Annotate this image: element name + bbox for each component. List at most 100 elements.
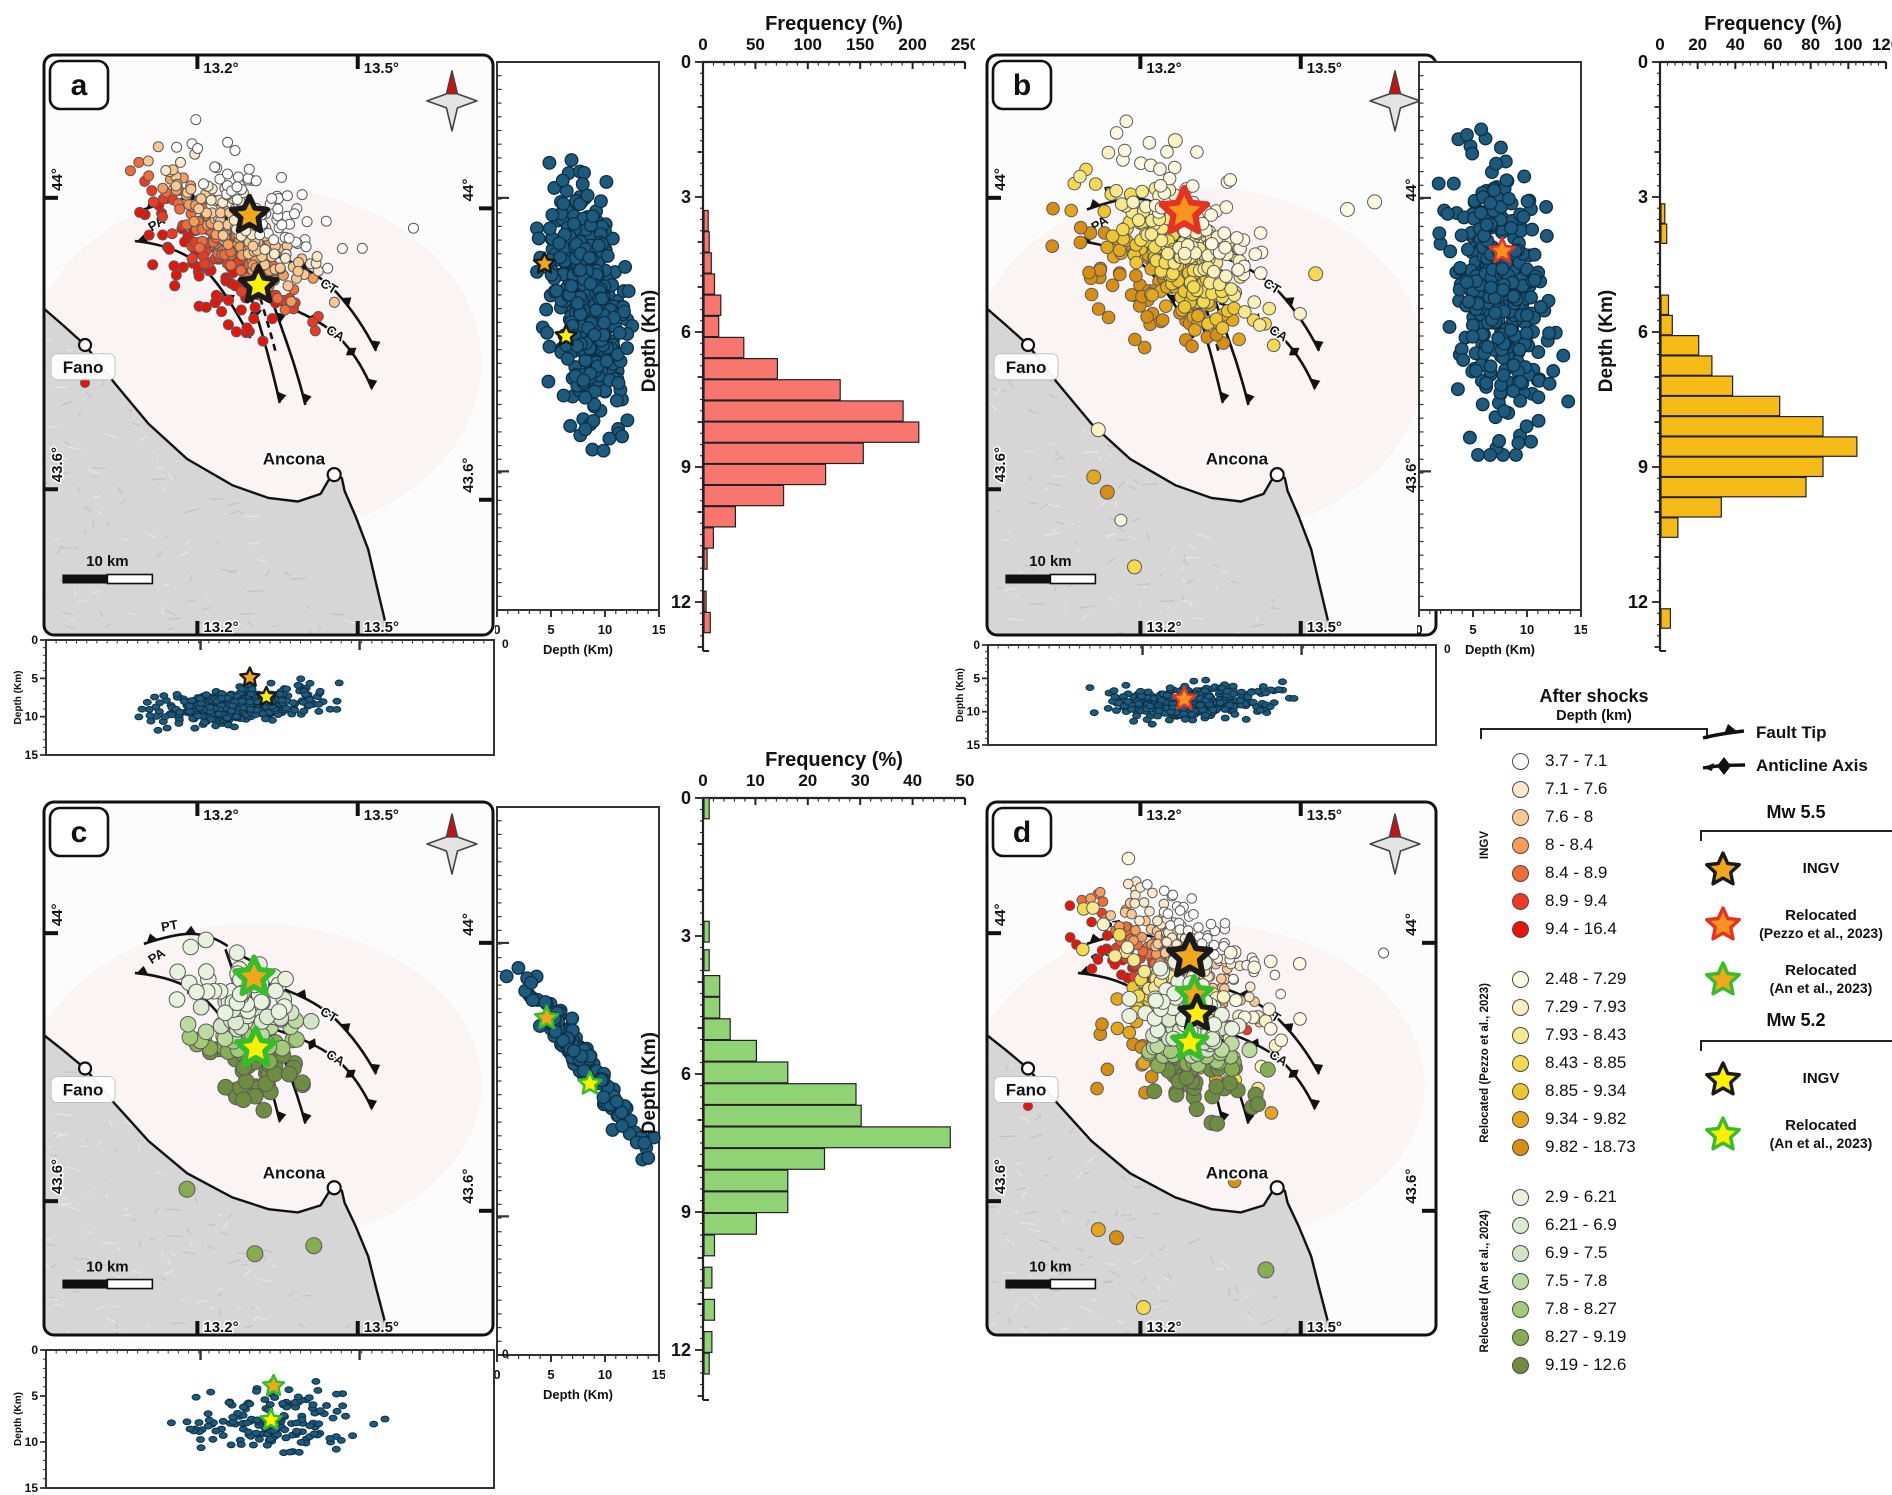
hist-xtick: 0 xyxy=(698,771,707,790)
scatter-xtick: 15 xyxy=(1574,622,1587,637)
fault-tip-marker xyxy=(366,378,378,391)
xsec-zero-label: 0 xyxy=(1444,642,1451,656)
ancona-marker xyxy=(326,1180,342,1196)
depth-class-swatch xyxy=(1512,1300,1529,1318)
panel-letter: b xyxy=(1013,69,1031,102)
epicenter-star-ingv55 xyxy=(1165,931,1214,978)
depth-class-swatch xyxy=(1512,1026,1529,1044)
depth-class-row: 6.9 - 7.5 xyxy=(1498,1239,1708,1267)
hist-xtick: 150 xyxy=(846,35,874,54)
depth-histogram-c: Frequency (%) 0 10 20 30 40 50 0 3 6 9 12 Depth (Km) xyxy=(639,749,974,1401)
map-frame xyxy=(985,800,1438,1337)
xsec-ylabel: Depth (Km) xyxy=(955,668,966,722)
xsec-ylabel: Depth (Km) xyxy=(13,671,24,725)
lon-label: 13.5° xyxy=(1307,60,1342,77)
fault-tip-marker xyxy=(1089,198,1102,210)
fault-tip-marker xyxy=(366,1098,378,1111)
lon-label: 13.5° xyxy=(364,60,399,77)
depth-class-row: 8.43 - 8.85 xyxy=(1498,1049,1708,1077)
xsec-ytick: 15 xyxy=(25,1481,39,1495)
map-canvas: PTPATSCTCAFanoAncona10 km xyxy=(987,802,1436,1335)
depth-class-swatch xyxy=(1512,1188,1529,1206)
depth-class-row: 9.4 - 16.4 xyxy=(1498,915,1708,943)
cross-section-a: 0 5 10 15 Depth (Km) 0 xyxy=(13,634,509,762)
fault-line xyxy=(275,301,374,390)
fault-tip-marker xyxy=(369,1063,381,1075)
star-legend-label: Relocated (An et al., 2023) xyxy=(1750,1117,1892,1150)
fault-tip-marker xyxy=(136,234,150,245)
hist-xtick: 0 xyxy=(1655,35,1664,54)
star-legend-item: Relocated (An et al., 2023) xyxy=(1700,956,1892,1002)
scale-bar xyxy=(1005,1279,1051,1289)
lon-label: 13.5° xyxy=(1307,807,1342,824)
xsec-zero-label: 0 xyxy=(502,1347,509,1361)
scatter-xlabel: Depth (Km) xyxy=(543,1387,613,1402)
star-legend-label: INGV xyxy=(1802,860,1840,878)
anticline-marker xyxy=(345,1069,356,1078)
depth-class-swatch xyxy=(1512,1054,1529,1072)
legend-group-label: Relocated (Pezzo et al., 2023) xyxy=(1479,983,1491,1143)
map-canvas: PTPATSCTCAFanoAncona10 km xyxy=(987,55,1436,635)
scatter-xtick: 10 xyxy=(1520,622,1534,637)
depth-class-row: 9.34 - 9.82 xyxy=(1498,1105,1708,1133)
depth-scatter-a: 0 5 10 15 Depth (Km) xyxy=(495,61,665,657)
lon-label: 13.2° xyxy=(1146,807,1181,824)
depth-class-row: 7.29 - 7.93 xyxy=(1498,993,1708,1021)
xsec-ytick: 10 xyxy=(25,710,39,724)
fault-line xyxy=(1209,982,1321,1075)
hist-xtick: 120 xyxy=(1872,35,1892,54)
map-panel-a: PTPATSCTCAFanoAncona10 kma13.2°13.2°13.5… xyxy=(42,53,495,637)
lat-label: 44° xyxy=(1403,179,1420,202)
city-label-ancona: Ancona xyxy=(1206,450,1269,469)
hist-bars xyxy=(1660,203,1858,629)
fault-line xyxy=(1183,227,1221,354)
depth-class-range: 7.5 - 7.8 xyxy=(1545,1271,1608,1290)
section-star-ingv52 xyxy=(554,323,578,347)
ancona-marker xyxy=(1269,467,1285,483)
scatter-xtick: 0 xyxy=(495,622,501,637)
lat-label: 43.6° xyxy=(992,1159,1009,1194)
depth-class-range: 8.85 - 9.34 xyxy=(1545,1081,1627,1100)
mw55-items: INGV Relocated (Pezzo et al., 2023) Relocat… xyxy=(1700,846,1892,1011)
city-label-fano: Fano xyxy=(63,1081,104,1100)
depth-class-row: 8 - 8.4 xyxy=(1498,831,1708,859)
fault-tip-marker xyxy=(1312,340,1324,352)
hist-ylabel: Depth (Km) xyxy=(639,290,660,392)
compass-icon xyxy=(1369,70,1421,132)
xsec-ytick: 5 xyxy=(31,1389,38,1403)
fault-tip-marker xyxy=(301,1111,312,1125)
fault-tip-marker xyxy=(301,392,312,406)
lon-label: 13.5° xyxy=(1307,619,1342,636)
star-icon-an52 xyxy=(1705,1116,1741,1151)
map-panel-d: PTPATSCTCAFanoAncona10 kmd13.2°13.2°13.5… xyxy=(985,800,1438,1337)
xsec-ytick: 0 xyxy=(973,639,980,652)
aftershock-dots xyxy=(168,931,323,1263)
anticline-axis-label: Anticline Axis xyxy=(1756,756,1868,775)
epicenter-star-an52 xyxy=(234,1025,278,1067)
hist-ytick: 0 xyxy=(681,52,691,72)
depth-class-row: 7.5 - 7.8 xyxy=(1498,1267,1708,1295)
fault-tip-marker xyxy=(184,925,198,936)
hist-title: Frequency (%) xyxy=(1704,13,1842,35)
cross-section-c: 0 5 10 15 Depth (Km) 0 xyxy=(13,1344,509,1495)
depth-class-swatch xyxy=(1512,970,1529,988)
city-label-ancona: Ancona xyxy=(1206,1164,1269,1183)
fault-tip-marker xyxy=(1244,392,1255,406)
lon-label: 13.2° xyxy=(203,1319,238,1336)
depth-class-row: 7.93 - 8.43 xyxy=(1498,1021,1708,1049)
fault-tip-marker xyxy=(1309,1098,1321,1111)
fano-marker xyxy=(1020,1061,1036,1076)
lon-label: 13.2° xyxy=(203,807,238,824)
scatter-xlabel: Depth (Km) xyxy=(543,642,613,657)
lat-label: 44° xyxy=(992,168,1009,191)
hist-ytick: 3 xyxy=(681,187,691,207)
city-label-ancona: Ancona xyxy=(263,1164,326,1183)
xsec-ytick: 0 xyxy=(31,1344,38,1357)
hist-ytick: 3 xyxy=(1638,187,1648,207)
depth-class-range: 7.93 - 8.43 xyxy=(1545,1025,1627,1044)
legend-group-2: Relocated (An et al., 2024) 2.9 - 6.21 6.2… xyxy=(1479,1183,1708,1379)
depth-class-range: 9.4 - 16.4 xyxy=(1545,919,1617,938)
ancona-marker xyxy=(326,467,342,483)
scale-bar xyxy=(1005,574,1051,584)
fault-tip-marker xyxy=(1219,390,1230,404)
